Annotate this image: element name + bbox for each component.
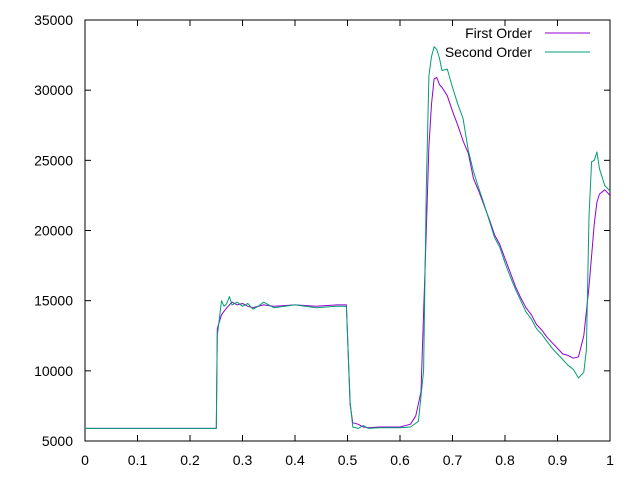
plot-frame [84,19,611,442]
y-tick-label: 20000 [34,223,73,239]
x-tick-label: 1 [606,452,614,468]
x-tick-label: 0.9 [548,452,568,468]
legend-label: First Order [465,25,532,41]
x-tick-label: 0.5 [338,452,358,468]
y-tick-label: 35000 [34,12,73,28]
series-line-second-order [85,46,611,429]
x-tick-label: 0.3 [233,452,253,468]
x-tick-label: 0.7 [443,452,463,468]
x-tick-label: 0.1 [128,452,148,468]
y-tick-label: 30000 [34,82,73,98]
x-tick-label: 0 [81,452,89,468]
x-tick-label: 0.4 [285,452,305,468]
y-tick-label: 25000 [34,152,73,168]
series-layer [85,46,611,429]
x-tick-label: 0.6 [390,452,410,468]
y-tick-label: 5000 [42,433,73,449]
legend-label: Second Order [445,44,532,60]
y-axis: 5000 10000 15000 20000 25000 30000 35000 [34,12,610,449]
x-axis: 0 0.1 0.2 0.3 0.4 0.5 0.6 0.7 0.8 0.9 1 [81,20,614,468]
legend: First Order Second Order [445,25,590,60]
y-tick-label: 15000 [34,293,73,309]
x-tick-label: 0.2 [180,452,200,468]
series-line-first-order [85,77,611,429]
x-tick-label: 0.8 [495,452,515,468]
y-tick-label: 10000 [34,363,73,379]
